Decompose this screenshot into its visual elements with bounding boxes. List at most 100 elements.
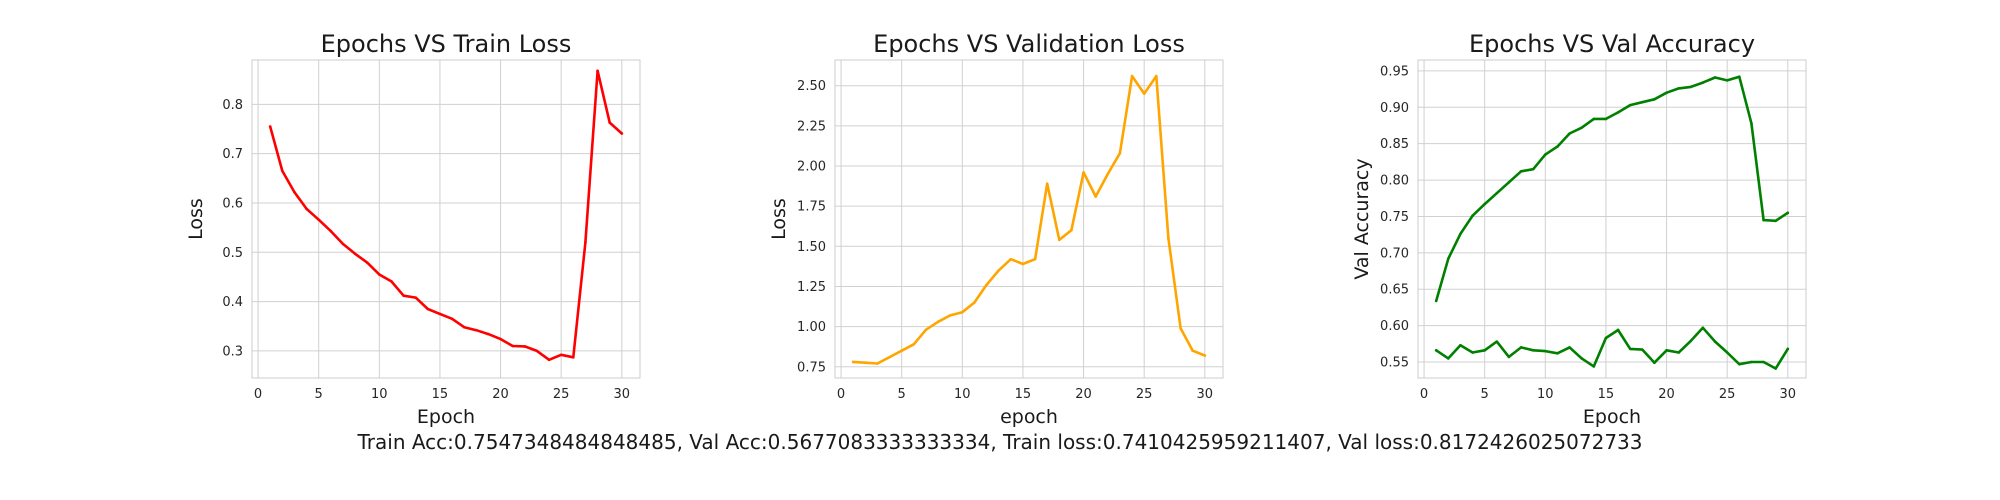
data-point (936, 320, 940, 324)
data-point (1762, 218, 1765, 222)
x-tick-label: 0 (254, 387, 262, 402)
data-point (1507, 355, 1511, 359)
data-point (1568, 346, 1571, 349)
y-tick-label: 0.65 (1380, 283, 1409, 298)
data-point (1677, 351, 1680, 354)
data-point (1786, 211, 1790, 215)
x-tick-label: 30 (1197, 387, 1214, 402)
data-point (535, 349, 539, 353)
metrics-summary-text: Train Acc:0.7547348484848485, Val Acc:0.… (357, 430, 1643, 454)
data-point (1434, 349, 1438, 352)
data-point (1568, 132, 1571, 135)
data-point (499, 337, 502, 341)
data-point (1045, 182, 1049, 185)
data-point (888, 355, 891, 359)
data-point (1738, 75, 1741, 79)
data-point (1058, 238, 1061, 242)
data-point (1641, 100, 1644, 104)
data-point (305, 207, 308, 211)
y-tick-label: 0.55 (1380, 355, 1409, 370)
data-point (1544, 153, 1547, 156)
data-point (1750, 360, 1753, 364)
data-point (1203, 354, 1207, 357)
data-point (584, 241, 587, 244)
data-point (961, 310, 964, 314)
data-point (608, 121, 611, 124)
x-axis-label: Epoch (1583, 406, 1641, 428)
data-point (547, 358, 551, 362)
data-point (1009, 257, 1013, 261)
data-point (1495, 340, 1499, 343)
data-point (1604, 336, 1608, 340)
y-tick-label: 0.80 (1380, 174, 1409, 189)
data-point (1628, 103, 1632, 107)
y-tick-label: 0.70 (1380, 246, 1409, 261)
data-point (1628, 347, 1632, 351)
data-point (1665, 91, 1668, 95)
data-point (1713, 340, 1717, 343)
data-point (1616, 328, 1620, 332)
data-point (1531, 167, 1535, 171)
plot-area (1418, 60, 1806, 378)
data-point (317, 218, 320, 222)
data-point (1762, 360, 1765, 364)
data-point (1459, 343, 1462, 347)
x-tick-label: 15 (1598, 387, 1615, 402)
data-point (1118, 151, 1122, 155)
data-point (1082, 171, 1085, 174)
y-tick-label: 0.3 (222, 344, 243, 359)
data-point (1167, 236, 1170, 240)
data-point (414, 296, 417, 299)
data-point (1033, 257, 1037, 261)
data-point (1701, 326, 1705, 330)
data-point (1142, 92, 1146, 96)
data-point (426, 307, 430, 311)
y-tick-label: 1.25 (797, 280, 826, 295)
data-point (329, 229, 333, 233)
x-tick-label: 25 (1136, 387, 1153, 402)
x-tick-label: 20 (1658, 387, 1675, 402)
series-line-1 (1434, 75, 1790, 303)
y-tick-label: 1.00 (797, 320, 826, 335)
data-point (462, 325, 466, 329)
data-point (948, 314, 952, 317)
data-point (1130, 74, 1134, 78)
y-tick-label: 0.95 (1380, 64, 1409, 79)
chart-title: Epochs VS Train Loss (321, 30, 572, 58)
plot-frame (834, 59, 1224, 379)
y-tick-label: 2.50 (797, 79, 826, 94)
x-tick-label: 10 (371, 387, 388, 402)
y-tick-label: 0.85 (1380, 137, 1409, 152)
data-point (1592, 117, 1596, 121)
chart-panel-2: 0 5 10 15 20 25 30 0.75 1.00 1.25 1.50 1.75 2.00 2.25… (768, 30, 1224, 428)
x-tick-label: 15 (1015, 387, 1032, 402)
data-point (1447, 257, 1450, 260)
data-point (1519, 346, 1523, 349)
y-tick-label: 0.90 (1380, 101, 1409, 116)
data-point (1750, 122, 1753, 125)
series-line-2 (1434, 326, 1790, 370)
data-point (1191, 349, 1194, 352)
x-axis-label: Epoch (417, 406, 475, 428)
data-point (559, 353, 563, 357)
data-point (378, 273, 381, 276)
data-point (450, 317, 454, 321)
data-point (365, 261, 369, 264)
data-point (1604, 117, 1608, 121)
y-tick-label: 2.25 (797, 119, 826, 134)
data-point (1580, 126, 1583, 129)
data-point (1713, 76, 1717, 79)
y-tick-label: 0.7 (222, 147, 243, 162)
data-point (1689, 339, 1693, 343)
y-tick-label: 0.6 (222, 196, 243, 211)
data-point (1155, 74, 1158, 78)
data-point (353, 252, 357, 256)
data-point (1434, 299, 1438, 303)
data-point (851, 360, 855, 364)
data-point (1483, 202, 1486, 206)
data-point (596, 69, 599, 73)
data-point (1106, 172, 1110, 176)
data-point (1519, 170, 1523, 173)
series-line-1 (268, 69, 624, 362)
y-tick-label: 0.5 (222, 246, 243, 261)
